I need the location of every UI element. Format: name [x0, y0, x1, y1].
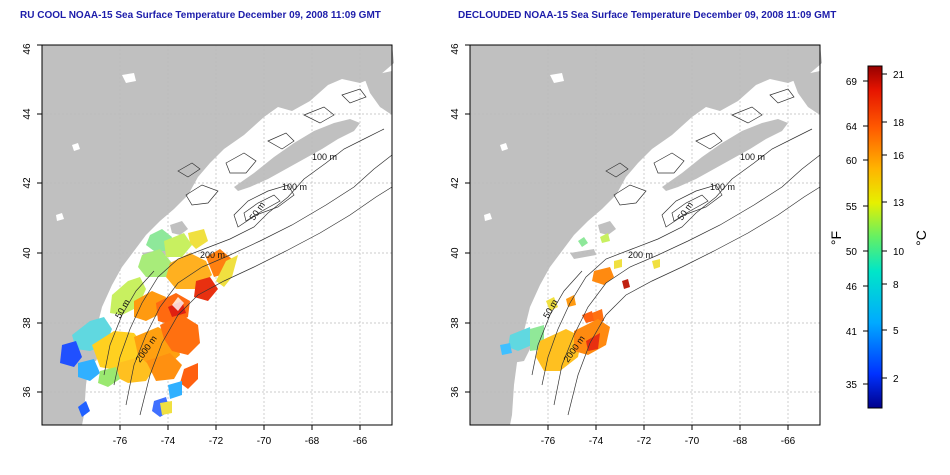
fahrenheit-tick-label: 35 [846, 380, 858, 391]
y-tick-label: 36 [22, 386, 33, 398]
x-tick-label: -70 [685, 436, 700, 447]
right-panel-title: DECLOUDED NOAA-15 Sea Surface Temperatur… [458, 10, 837, 21]
y-tick-label: 40 [450, 247, 461, 259]
fahrenheit-tick-label: 50 [846, 247, 858, 258]
contour-label: 200 m [200, 250, 225, 260]
right-y-tick-labels: 36 38 40 42 44 46 [450, 43, 461, 398]
right-plot-frame [469, 44, 821, 426]
celsius-axis-label: °C [913, 230, 929, 246]
right-land-mask [470, 45, 822, 425]
x-tick-label: -70 [257, 436, 272, 447]
y-tick-label: 44 [450, 108, 461, 120]
colorbar-ticks [863, 73, 887, 385]
celsius-tick-label: 8 [893, 280, 899, 291]
left-ticks [37, 44, 361, 430]
celsius-tick-label: 18 [893, 118, 905, 129]
contour-label: 200 m [628, 250, 653, 260]
celsius-tick-label: 2 [893, 374, 899, 385]
x-tick-label: -68 [733, 436, 748, 447]
y-tick-label: 36 [450, 386, 461, 398]
colorbar-celsius-ticks: 21 18 16 13 10 8 5 2 [893, 70, 905, 385]
x-tick-label: -74 [589, 436, 604, 447]
y-tick-label: 42 [22, 177, 33, 189]
y-tick-label: 46 [450, 43, 461, 55]
fahrenheit-tick-label: 60 [846, 156, 858, 167]
x-tick-label: -72 [637, 436, 652, 447]
colorbar: 69 64 60 55 50 46 41 35 21 18 16 13 10 8… [828, 65, 929, 409]
celsius-tick-label: 10 [893, 247, 905, 258]
fahrenheit-tick-label: 64 [846, 122, 858, 133]
fahrenheit-tick-label: 69 [846, 77, 858, 88]
y-tick-label: 42 [450, 177, 461, 189]
x-tick-label: -76 [541, 436, 556, 447]
x-tick-label: -66 [781, 436, 796, 447]
y-tick-label: 44 [22, 108, 33, 120]
right-ticks [465, 44, 789, 430]
fahrenheit-tick-label: 41 [846, 327, 858, 338]
celsius-tick-label: 13 [893, 198, 905, 209]
x-tick-label: -66 [353, 436, 368, 447]
x-tick-label: -76 [113, 436, 128, 447]
contour-label: 100 m [740, 152, 765, 162]
left-plot-frame [41, 44, 393, 426]
contour-label: 100 m [312, 152, 337, 162]
left-map: 100 m 100 m 50 m 200 m 50 m 2000 m -76 -… [22, 43, 394, 447]
left-y-tick-labels: 36 38 40 42 44 46 [22, 43, 33, 398]
contour-label: 50 m [541, 298, 560, 320]
contour-label: 100 m [710, 182, 735, 192]
x-tick-label: -68 [305, 436, 320, 447]
x-tick-label: -72 [209, 436, 224, 447]
right-map: 100 m 100 m 50 m 200 m 50 m 2000 m -76 -… [450, 43, 822, 447]
right-x-tick-labels: -76 -74 -72 -70 -68 -66 [541, 436, 796, 447]
fahrenheit-tick-label: 55 [846, 202, 858, 213]
left-x-tick-labels: -76 -74 -72 -70 -68 -66 [113, 436, 368, 447]
celsius-tick-label: 21 [893, 70, 905, 81]
celsius-tick-label: 5 [893, 326, 899, 337]
y-tick-label: 46 [22, 43, 33, 55]
y-tick-label: 40 [22, 247, 33, 259]
x-tick-label: -74 [161, 436, 176, 447]
y-tick-label: 38 [450, 317, 461, 329]
colorbar-gradient [867, 65, 883, 409]
colorbar-fahrenheit-ticks: 69 64 60 55 50 46 41 35 [846, 77, 858, 391]
contour-label: 100 m [282, 182, 307, 192]
celsius-tick-label: 16 [893, 151, 905, 162]
fahrenheit-tick-label: 46 [846, 282, 858, 293]
y-tick-label: 38 [22, 317, 33, 329]
fahrenheit-axis-label: °F [828, 231, 844, 245]
left-panel-title: RU COOL NOAA-15 Sea Surface Temperature … [20, 10, 381, 21]
